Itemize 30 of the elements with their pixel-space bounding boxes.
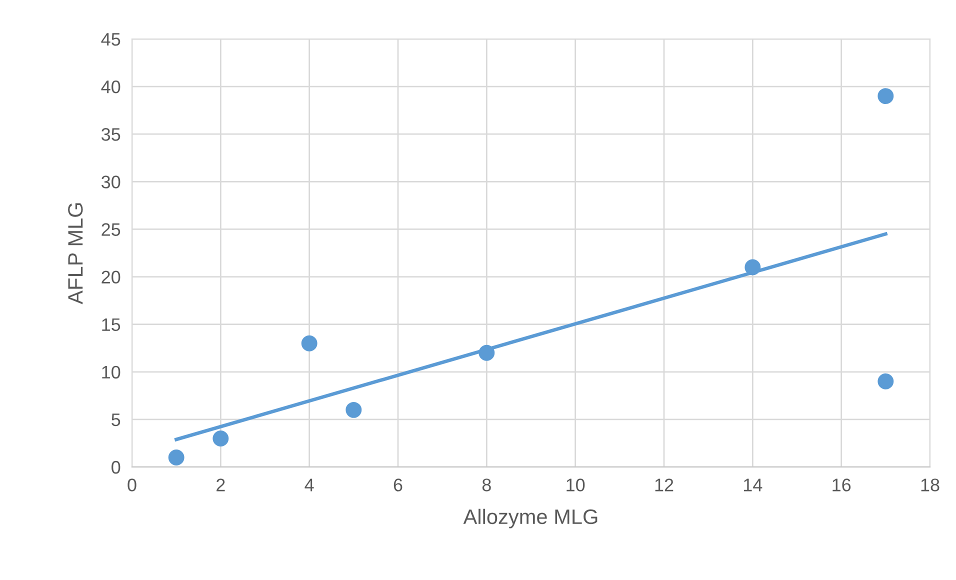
x-tick-label: 4: [304, 478, 314, 492]
x-tick-label: 10: [566, 478, 585, 492]
x-tick-label: 18: [921, 478, 940, 492]
y-tick-label: 40: [101, 80, 120, 94]
x-tick-label: 14: [744, 478, 762, 492]
y-tick-label: 20: [102, 270, 120, 284]
x-tick-label: 8: [482, 478, 491, 492]
y-tick-label: 35: [101, 128, 120, 141]
y-tick-label: 15: [102, 318, 120, 332]
x-tick-label: 16: [832, 478, 851, 492]
point: [878, 373, 894, 390]
point: [346, 402, 362, 418]
point: [878, 88, 894, 104]
point: [212, 430, 229, 446]
x-tick-label: 2: [216, 478, 225, 492]
y-axis-title: AFLP MLG: [68, 203, 83, 304]
y-tick-label: 30: [101, 176, 120, 188]
point: [168, 450, 184, 466]
y-tick-label: 45: [101, 33, 120, 46]
x-tick-label: 0: [128, 478, 136, 492]
point: [744, 259, 761, 276]
y-tick-label: 0: [112, 460, 120, 474]
x-axis-title: Allozyme MLG: [463, 508, 598, 528]
point: [301, 335, 318, 352]
y-tick-label: 5: [112, 414, 120, 426]
y-tick-label: 25: [102, 223, 120, 236]
y-tick-label: 10: [102, 366, 120, 379]
x-tick-label: 6: [394, 478, 402, 492]
x-tick-label: 12: [655, 478, 674, 492]
point: [478, 344, 495, 361]
